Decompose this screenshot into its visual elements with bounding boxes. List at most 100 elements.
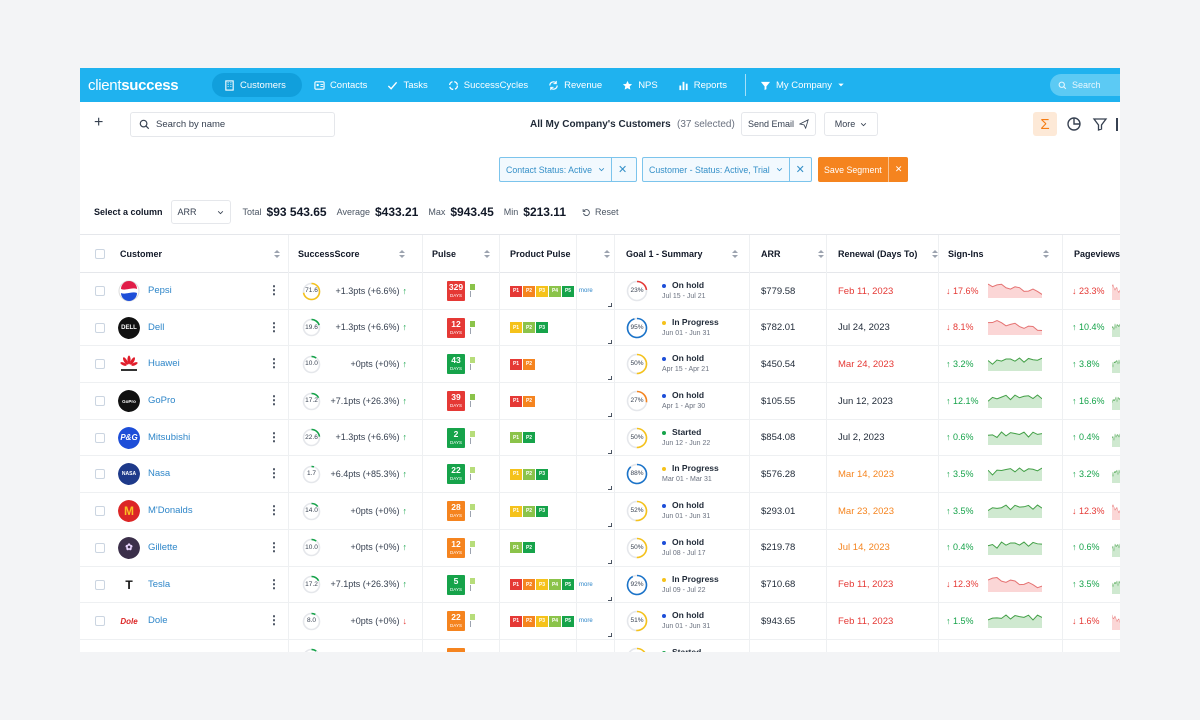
more-button[interactable]: More: [824, 112, 878, 136]
pulse-badge[interactable]: 2 DAYS: [447, 427, 465, 448]
pulse-badge[interactable]: 329 DAYS: [447, 281, 465, 301]
sort-icon[interactable]: [932, 249, 938, 259]
table-row[interactable]: DELL Dell ⋮ 19.6 +1.3pts (+6.6%) ↑ 12 DAYS P1 P2 P…: [80, 310, 1120, 347]
table-row[interactable]: Huawei ⋮ 10.0 +0pts (+0%) ↑ 43 DAYS P1 P2 50% On h…: [80, 346, 1120, 384]
product-pulse-chip[interactable]: P3: [536, 579, 548, 590]
save-segment-button[interactable]: Save Segment ✕: [818, 157, 908, 182]
product-pulse-chips[interactable]: P1 P2 P3 P4 P5 more: [510, 615, 593, 627]
nav-item-contacts[interactable]: Contacts: [306, 73, 376, 97]
company-selector[interactable]: My Company: [752, 73, 853, 97]
sort-icon[interactable]: [732, 249, 738, 259]
customer-name-link[interactable]: Gillette: [148, 541, 178, 553]
pulse-badge[interactable]: 22 DAYS: [447, 611, 465, 632]
customer-name-link[interactable]: Huawei: [148, 358, 180, 370]
product-pulse-chip[interactable]: P2: [523, 358, 535, 370]
nav-item-tasks[interactable]: Tasks: [379, 73, 435, 97]
product-pulse-more-link[interactable]: more: [579, 288, 593, 294]
kebab-menu-icon[interactable]: ⋮: [268, 356, 280, 371]
customer-name-link[interactable]: Dell: [148, 321, 165, 333]
product-pulse-chip[interactable]: P1: [510, 468, 522, 480]
product-pulse-chips[interactable]: P1 P2: [510, 358, 535, 370]
product-pulse-chip[interactable]: P2: [523, 615, 535, 627]
product-pulse-chips[interactable]: P1 P2 P3 P4 P5 more: [510, 579, 593, 590]
table-row[interactable]: P&G Mitsubishi ⋮ 22.6 +1.3pts (+6.6%) ↑ 2 DAYS P…: [80, 420, 1120, 457]
product-pulse-chips[interactable]: P1 P2 P3: [510, 505, 548, 517]
product-pulse-chip[interactable]: P1: [510, 358, 522, 370]
product-pulse-chip[interactable]: P5: [562, 615, 574, 627]
row-checkbox[interactable]: [95, 469, 105, 480]
kebab-menu-icon[interactable]: ⋮: [268, 613, 280, 628]
select-all-checkbox[interactable]: [95, 249, 105, 259]
product-pulse-chip[interactable]: P2: [523, 395, 535, 407]
close-icon[interactable]: ✕: [788, 158, 811, 181]
column-header-signins[interactable]: Sign-Ins: [948, 249, 984, 259]
product-pulse-chip[interactable]: P4: [549, 579, 561, 590]
product-pulse-chip[interactable]: P3: [536, 468, 548, 480]
kebab-menu-icon[interactable]: ⋮: [268, 319, 280, 334]
product-pulse-chip[interactable]: P3: [536, 615, 548, 627]
product-pulse-chip[interactable]: P1: [510, 322, 522, 334]
product-pulse-chip[interactable]: P1: [510, 285, 522, 297]
global-search[interactable]: Search: [1050, 74, 1120, 96]
customer-name-link[interactable]: M'Donalds: [148, 505, 193, 517]
close-icon[interactable]: ✕: [888, 157, 908, 182]
close-icon[interactable]: ✕: [611, 158, 633, 181]
product-pulse-chip[interactable]: P5: [562, 285, 574, 297]
customer-name-link[interactable]: Mitsubishi: [148, 431, 191, 443]
column-header-product-pulse[interactable]: Product Pulse: [510, 249, 571, 259]
product-pulse-chip[interactable]: P3: [536, 322, 548, 334]
product-pulse-chips[interactable]: P1 P2 P3: [510, 468, 548, 480]
product-pulse-chip[interactable]: P4: [549, 615, 561, 627]
send-email-button[interactable]: Send Email: [741, 112, 816, 136]
product-pulse-chip[interactable]: P1: [510, 432, 522, 444]
table-row[interactable]: ✓ Started: [80, 640, 1120, 652]
product-pulse-chips[interactable]: P1 P2 P3: [510, 322, 548, 334]
product-pulse-chip[interactable]: P5: [562, 579, 574, 590]
product-pulse-chip[interactable]: P4: [549, 285, 561, 297]
table-row[interactable]: T Tesla ⋮ 17.2 +7.1pts (+26.3%) ↑ 5 DAYS P1 P2 P3 P…: [80, 567, 1120, 604]
row-checkbox[interactable]: [95, 579, 105, 590]
product-pulse-chips[interactable]: P1 P2: [510, 432, 535, 444]
brand-logo[interactable]: clientsuccess: [88, 77, 204, 94]
kebab-menu-icon[interactable]: ⋮: [268, 503, 280, 518]
row-checkbox[interactable]: [95, 322, 105, 333]
product-pulse-chip[interactable]: P1: [510, 505, 522, 517]
row-checkbox[interactable]: [95, 432, 105, 443]
product-pulse-chip[interactable]: P1: [510, 395, 522, 407]
filter-chip-customer-status[interactable]: Customer - Status: Active, Trial ✕: [642, 157, 812, 182]
reset-button[interactable]: Reset: [582, 207, 619, 217]
table-row[interactable]: NASA Nasa ⋮ 1.7 +6.4pts (+85.3%) ↑ 22 DAYS P1 P2 P…: [80, 456, 1120, 494]
sort-icon[interactable]: [1043, 249, 1049, 259]
kebab-menu-icon[interactable]: ⋮: [268, 283, 280, 297]
filter-icon[interactable]: [1092, 116, 1108, 132]
pulse-badge[interactable]: 43 DAYS: [447, 354, 465, 375]
column-header-pageviews[interactable]: Pageviews: [1074, 249, 1120, 259]
nav-item-nps[interactable]: NPS: [614, 73, 666, 97]
table-row[interactable]: Pepsi ⋮ 71.6 +1.3pts (+6.6%) ↑ 329 DAYS P1 P2 P3 P…: [80, 273, 1120, 310]
row-checkbox[interactable]: [95, 286, 105, 296]
nav-item-successcycles[interactable]: SuccessCycles: [440, 73, 536, 97]
pulse-badge[interactable]: 28 DAYS: [447, 501, 465, 522]
product-pulse-chip[interactable]: P2: [523, 285, 535, 297]
table-row[interactable]: GoPro GoPro ⋮ 17.2 +7.1pts (+26.3%) ↑ 39 DAYS P1…: [80, 383, 1120, 420]
nav-item-reports[interactable]: Reports: [670, 73, 735, 97]
product-pulse-chip[interactable]: P2: [523, 505, 535, 517]
pulse-badge[interactable]: 12 DAYS: [447, 537, 465, 558]
sort-icon[interactable]: [604, 249, 610, 259]
columns-icon[interactable]: [1116, 118, 1118, 131]
product-pulse-chip[interactable]: P2: [523, 468, 535, 480]
table-row[interactable]: Dole Dole ⋮ 8.0 +0pts (+0%) ↓ 22 DAYS P1 P2 P3 P4 P5…: [80, 603, 1120, 640]
product-pulse-chips[interactable]: P1 P2 P3 P4 P5 more: [510, 285, 593, 297]
nav-item-revenue[interactable]: Revenue: [540, 73, 610, 97]
row-checkbox[interactable]: [95, 359, 105, 370]
nav-item-customers[interactable]: Customers: [212, 73, 302, 97]
row-checkbox[interactable]: [95, 616, 105, 627]
column-header-success-score[interactable]: SuccessScore: [298, 249, 360, 259]
pulse-badge[interactable]: 5 DAYS: [447, 574, 465, 595]
product-pulse-chips[interactable]: P1 P2: [510, 542, 535, 554]
column-header-renewal[interactable]: Renewal (Days To): [838, 249, 918, 259]
customer-name-link[interactable]: Dole: [148, 615, 168, 627]
customer-name-link[interactable]: Tesla: [148, 578, 171, 590]
customer-search[interactable]: [130, 112, 335, 137]
product-pulse-chip[interactable]: P3: [536, 285, 548, 297]
